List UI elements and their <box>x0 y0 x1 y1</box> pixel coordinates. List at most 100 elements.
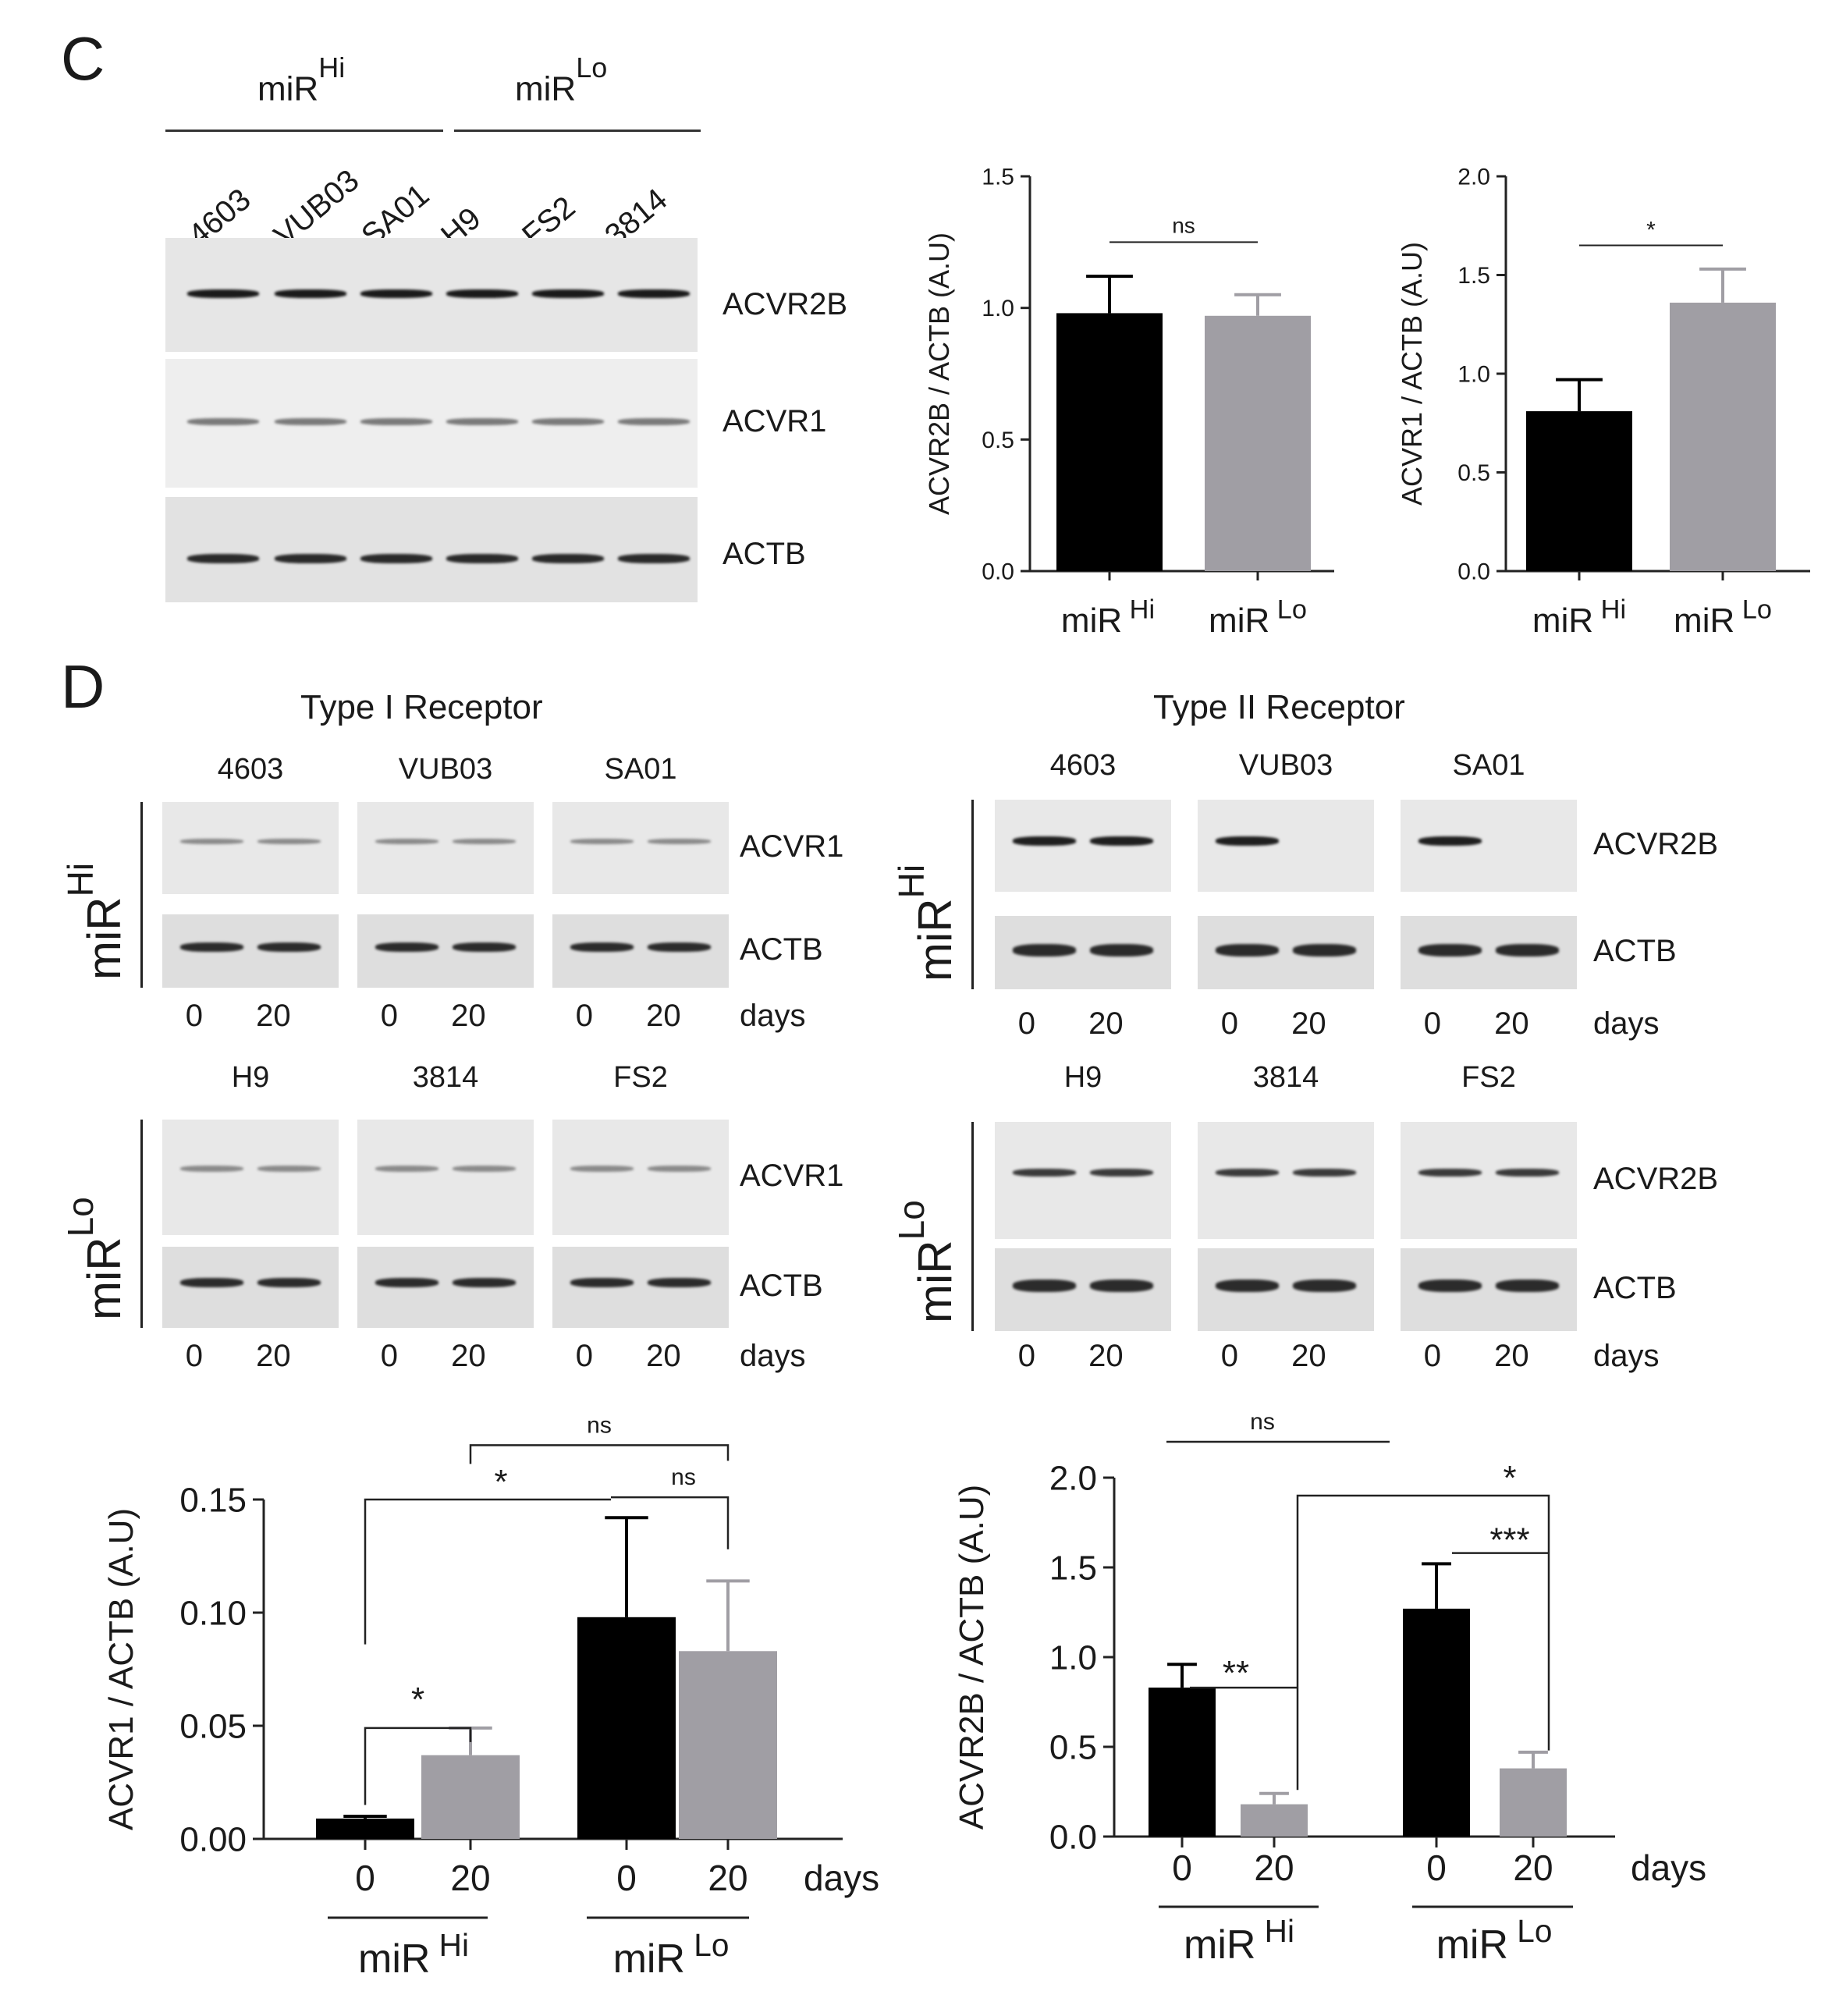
group-label-sup: Hi <box>1593 595 1626 624</box>
group-label-vertical: miRHi <box>891 864 962 981</box>
group-label-sup: Lo <box>60 1197 101 1237</box>
blot-actb <box>995 1248 1171 1331</box>
time-label: 0 <box>1423 1006 1441 1041</box>
band <box>375 839 438 845</box>
band <box>1090 1280 1154 1293</box>
y-tick-label: 1.5 <box>1049 1549 1097 1587</box>
band <box>1090 836 1154 847</box>
y-axis-label: ACVR2B / ACTB (A.U) <box>923 232 955 515</box>
band <box>618 418 690 425</box>
time-label: 0 <box>380 999 398 1033</box>
time-label: 20 <box>1494 1339 1529 1373</box>
band <box>360 554 432 563</box>
band <box>179 839 243 845</box>
band <box>1215 1280 1279 1293</box>
band <box>179 1166 243 1173</box>
group-label: miR Lo <box>1209 595 1307 640</box>
y-axis-label: ACVR2B / ACTB (A.U) <box>953 1485 991 1830</box>
bar <box>1241 1804 1308 1837</box>
significance-label: ns <box>671 1464 696 1490</box>
group-label-base: miR <box>358 1936 430 1982</box>
time-label: 0 <box>185 1339 203 1373</box>
group-label-sup: Hi <box>318 51 346 83</box>
group-label-base: miR <box>78 896 130 980</box>
band <box>179 942 243 952</box>
time-unit-label: days <box>740 1339 806 1373</box>
band <box>570 942 634 952</box>
band <box>453 942 517 952</box>
y-tick-label: 2.0 <box>1049 1459 1097 1497</box>
significance-bracket <box>469 1444 730 1464</box>
blot-actb <box>1401 1248 1577 1331</box>
blot-c-acvr1 <box>165 359 698 488</box>
band <box>648 1277 712 1287</box>
cell-line-label: H9 <box>231 1061 270 1094</box>
y-tick-label: 0.0 <box>1457 559 1490 585</box>
cell-line-label: H9 <box>1063 1061 1102 1094</box>
group-label-sup: Hi <box>891 864 932 899</box>
blot-actb <box>552 914 729 988</box>
time-unit-label: days <box>740 999 806 1033</box>
bar <box>1500 1768 1567 1837</box>
band <box>257 1166 321 1173</box>
group-label-sup: Lo <box>1269 595 1307 624</box>
band <box>618 554 690 563</box>
group-underline-lo <box>454 130 701 132</box>
band <box>1012 1280 1076 1293</box>
time-label: 20 <box>1494 1006 1529 1041</box>
type2-title: Type II Receptor <box>1153 688 1405 726</box>
blot-c-actb <box>165 497 698 602</box>
time-label: 0 <box>185 999 203 1033</box>
group-label-base: miR <box>1184 1922 1255 1968</box>
y-axis-label: ACVR1 / ACTB (A.U) <box>102 1508 140 1830</box>
band <box>648 942 712 952</box>
group-label-mir-lo: miRLo <box>515 51 607 109</box>
blot-actb <box>995 916 1171 989</box>
blot-label-target: ACVR1 <box>740 1159 844 1193</box>
y-tick-label: 1.5 <box>1457 263 1490 289</box>
band <box>1293 943 1357 957</box>
group-label-vertical: miRHi <box>60 863 131 980</box>
group-label-sup: Lo <box>685 1927 729 1963</box>
band <box>532 554 604 563</box>
blot-actb <box>357 1247 534 1328</box>
blot-label-target: ACVR2B <box>1593 827 1719 861</box>
band <box>648 839 712 845</box>
bar <box>1205 315 1311 571</box>
cell-line-label: 3814 <box>412 1061 479 1094</box>
band <box>275 554 346 563</box>
group-label-sup: Hi <box>1122 595 1155 624</box>
band <box>179 1277 243 1287</box>
y-tick-label: 0.05 <box>179 1707 247 1745</box>
time-label: 20 <box>1088 1339 1124 1373</box>
bar <box>316 1818 414 1839</box>
band <box>187 418 259 425</box>
band <box>1496 943 1560 957</box>
cell-line-label: 4603 <box>1049 749 1117 782</box>
significance-bracket <box>364 1498 611 1645</box>
blot-label-actb: ACTB <box>723 537 806 571</box>
x-axis-label: days <box>1631 1847 1706 1888</box>
y-tick-label: 0.0 <box>1049 1818 1097 1856</box>
significance-label: * <box>1646 218 1656 243</box>
band <box>1012 836 1076 847</box>
bar <box>1056 313 1163 571</box>
panel-letter-d: D <box>61 652 105 721</box>
blot-actb <box>357 914 534 988</box>
band <box>1090 943 1154 957</box>
x-tick-label: 0 <box>616 1858 637 1898</box>
band <box>375 1166 438 1173</box>
significance-label: * <box>1503 1459 1516 1497</box>
band <box>453 1166 517 1173</box>
blot-actb <box>162 914 339 988</box>
bar <box>421 1755 520 1839</box>
significance-label: ns <box>1250 1412 1275 1435</box>
y-tick-label: 0.10 <box>179 1594 247 1632</box>
cell-line-label: 4603 <box>217 753 284 786</box>
band <box>1418 836 1482 847</box>
group-label-sup: Lo <box>576 51 608 83</box>
bar <box>577 1617 676 1839</box>
blot-label-target: ACVR2B <box>1593 1162 1719 1196</box>
band <box>187 554 259 563</box>
cell-line-label: 3814 <box>1252 1061 1319 1094</box>
